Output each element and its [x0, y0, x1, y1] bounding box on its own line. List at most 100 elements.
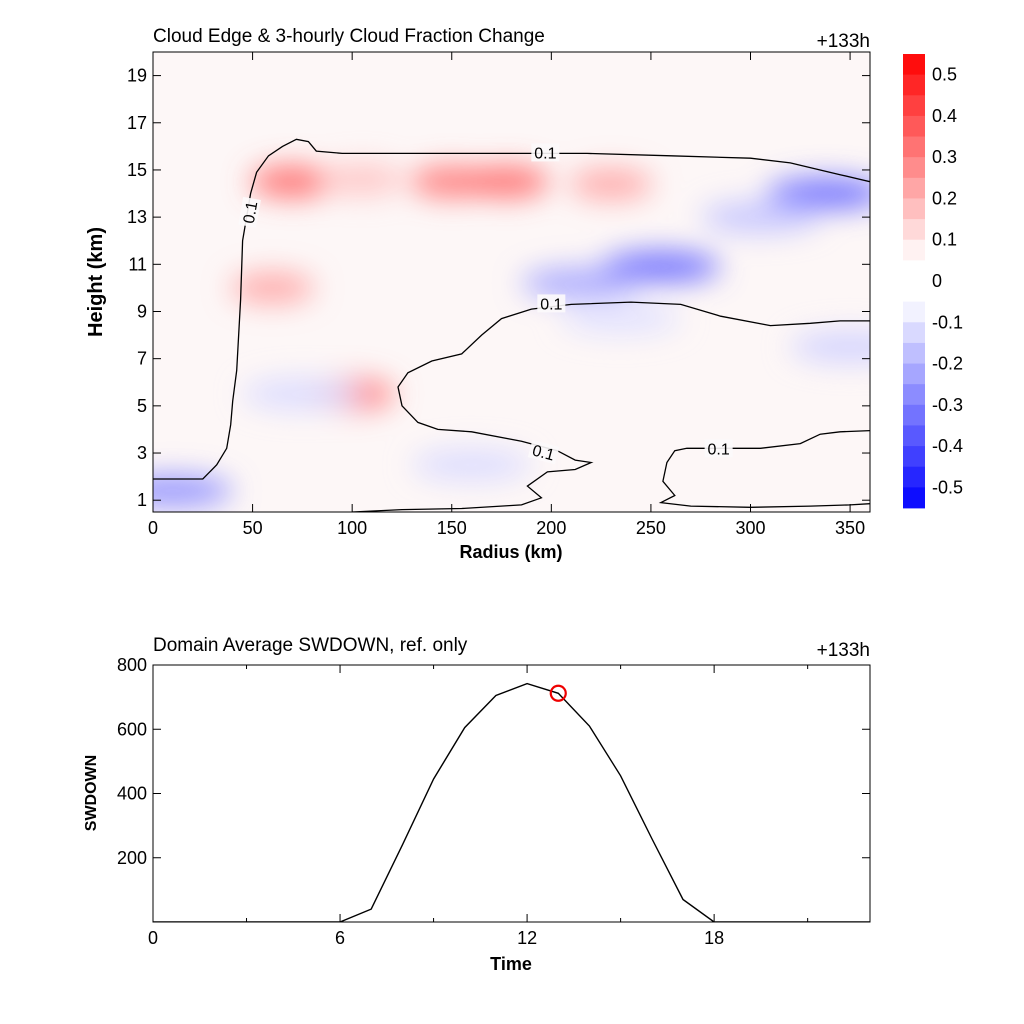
colorbar-label: -0.5 — [932, 477, 963, 497]
colorbar-label: 0.2 — [932, 188, 957, 208]
contour-line — [352, 301, 870, 512]
colorbar-label: 0 — [932, 271, 942, 291]
colorbar-bin — [903, 446, 925, 468]
colorbar-label: -0.1 — [932, 312, 963, 332]
cloud-fraction-panel: Cloud Edge & 3-hourly Cloud Fraction Cha… — [85, 26, 963, 562]
axis-ticks-2: 0 6 12 18 200 400 600 800 — [117, 655, 870, 948]
colorbar-bin — [903, 342, 925, 364]
chart-title: Cloud Edge & 3-hourly Cloud Fraction Cha… — [153, 26, 545, 47]
colorbar-label: 0.5 — [932, 65, 957, 85]
colorbar-bin — [903, 95, 925, 117]
colorbar-label: 0.3 — [932, 147, 957, 167]
contour-labels: 0.1 0.1 0.1 0.1 0.1 — [238, 143, 733, 465]
colorbar-bin — [903, 219, 925, 241]
x-tick-label: 300 — [735, 518, 765, 538]
contour-label: 0.1 — [527, 439, 560, 465]
contour-label: 0.1 — [537, 294, 566, 313]
y-tick-label: 1 — [137, 490, 147, 510]
colorbar-label: 0.4 — [932, 106, 957, 126]
anomaly-blob — [153, 474, 233, 507]
swdown-panel: Domain Average SWDOWN, ref. only +133h 0… — [83, 635, 871, 974]
contour-line — [658, 429, 870, 508]
x-tick-label-2: 12 — [517, 928, 537, 948]
swdown-line — [153, 682, 870, 922]
contour-label-text: 0.1 — [534, 145, 556, 162]
y-tick-label: 5 — [137, 396, 147, 416]
colorbar-label: -0.2 — [932, 354, 963, 374]
colorbar-bin — [903, 322, 925, 344]
x-tick-label-2: 6 — [335, 928, 345, 948]
y-tick-label: 19 — [127, 66, 147, 86]
colorbar-bin — [903, 115, 925, 137]
colorbar: 0.5 0.4 0.3 0.2 0.1 0 -0.1 -0.2 -0.3 -0.4 -0.5 — [903, 54, 963, 509]
anomaly-blob — [569, 168, 654, 201]
y-tick-label: 17 — [127, 113, 147, 133]
x-tick-label: 250 — [636, 518, 666, 538]
current-time-marker-group — [549, 684, 567, 702]
x-tick-label: 150 — [437, 518, 467, 538]
x-axis-label: Radius (km) — [459, 542, 562, 562]
colorbar-bin — [903, 177, 925, 199]
colorbar-label: 0.1 — [932, 230, 957, 250]
colorbar-label: -0.3 — [932, 395, 963, 415]
chart-title-2: Domain Average SWDOWN, ref. only — [153, 635, 468, 656]
colorbar-bin — [903, 54, 925, 76]
current-time-marker — [549, 684, 567, 702]
colorbar-bin — [903, 239, 925, 261]
y-tick-label-2: 400 — [117, 784, 147, 804]
contour-label-text: 0.1 — [241, 200, 262, 225]
y-tick-label-2: 800 — [117, 655, 147, 675]
anomaly-blob — [465, 165, 550, 198]
contour-label-text: 0.1 — [530, 442, 556, 464]
colorbar-bin — [903, 425, 925, 447]
colorbar-label: -0.4 — [932, 436, 963, 456]
anomaly-field — [153, 163, 870, 507]
x-tick-label: 350 — [835, 518, 865, 538]
anomaly-blob — [230, 271, 315, 304]
colorbar-bin — [903, 198, 925, 220]
y-tick-label-2: 200 — [117, 848, 147, 868]
y-tick-label: 13 — [127, 207, 147, 227]
y-tick-label-2: 600 — [117, 719, 147, 739]
time-label: +133h — [817, 31, 870, 52]
y-tick-label: 15 — [127, 160, 147, 180]
contour-label: 0.1 — [238, 196, 262, 228]
anomaly-blob — [320, 163, 405, 196]
anomaly-blob — [411, 448, 532, 481]
colorbar-bin — [903, 301, 925, 323]
contour-label: 0.1 — [531, 143, 560, 162]
x-tick-label-2: 0 — [148, 928, 158, 948]
anomaly-blob — [700, 201, 821, 234]
x-axis-label-2: Time — [490, 954, 532, 974]
cloud-edge-contours — [153, 138, 870, 512]
y-tick-label: 3 — [137, 443, 147, 463]
y-tick-label: 7 — [137, 349, 147, 369]
anomaly-blob — [242, 378, 363, 411]
colorbar-bin — [903, 404, 925, 426]
y-axis-label-2: SWDOWN — [83, 755, 100, 831]
anomaly-blob — [766, 177, 870, 210]
colorbar-bin — [903, 281, 925, 303]
x-tick-label: 50 — [243, 518, 263, 538]
colorbar-bin — [903, 384, 925, 406]
y-tick-label: 11 — [128, 254, 147, 274]
x-tick-label: 0 — [148, 518, 158, 538]
x-tick-label: 100 — [337, 518, 367, 538]
colorbar-bin — [903, 260, 925, 282]
plot-frame — [152, 51, 871, 513]
plot-frame-2 — [152, 664, 871, 923]
y-tick-label: 9 — [137, 301, 147, 321]
colorbar-bin — [903, 157, 925, 179]
anomaly-blob — [250, 165, 335, 198]
contour-label: 0.1 — [704, 439, 733, 458]
colorbar-bin — [903, 487, 925, 509]
swdown-series — [153, 682, 870, 922]
x-tick-label-2: 18 — [704, 928, 724, 948]
y-axis-label: Height (km) — [85, 227, 107, 337]
contour-line — [153, 138, 870, 480]
colorbar-bin — [903, 136, 925, 158]
anomaly-blob — [790, 330, 870, 363]
contour-label-text: 0.1 — [708, 441, 730, 458]
